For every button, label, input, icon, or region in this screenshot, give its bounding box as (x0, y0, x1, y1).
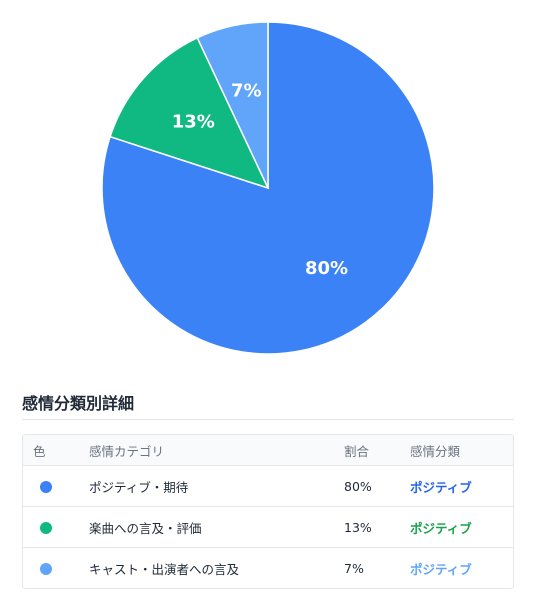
color-dot (40, 522, 52, 534)
header-ratio: 割合 (344, 435, 410, 466)
header-color: 色 (23, 435, 89, 466)
ratio-cell: 13% (344, 506, 410, 548)
color-dot (40, 481, 52, 493)
category-cell: 楽曲への言及・評価 (89, 506, 344, 548)
pie-slice-1 (109, 36, 270, 190)
pie-slice-label-2: 7% (231, 80, 262, 101)
category-cell: キャスト・出演者への言及 (89, 561, 240, 577)
sentiment-cell: ポジティブ (410, 561, 472, 577)
ratio-cell: 80% (344, 465, 410, 507)
header-category: 感情カテゴリ (89, 435, 344, 466)
sentiment-cell: ポジティブ (410, 465, 513, 507)
pie-slice-label-1: 13% (172, 112, 215, 133)
sentiment-pie-chart: 80% 13% 7% (101, 21, 435, 355)
ratio-cell: 7% (344, 560, 364, 576)
sentiment-cell: ポジティブ (410, 506, 513, 548)
table-row: ポジティブ・期待 80% ポジティブ (23, 465, 513, 507)
table-row: キャスト・出演者への言及 7% ポジティブ (23, 548, 513, 589)
table-row: 楽曲への言及・評価 13% ポジティブ (23, 506, 513, 548)
category-cell: ポジティブ・期待 (89, 465, 344, 507)
color-dot (40, 563, 52, 575)
pie-slice-label-0: 80% (305, 258, 348, 279)
details-section-title: 感情分類別詳細 (22, 394, 135, 413)
pie-slice-0 (101, 21, 435, 355)
title-divider (22, 419, 514, 420)
sentiment-table: 色 感情カテゴリ 割合 感情分類 ポジティブ・期待 80% ポジティブ 楽曲への… (22, 434, 514, 589)
table-header-row: 色 感情カテゴリ 割合 感情分類 (23, 435, 513, 466)
pie-slice-2 (196, 21, 269, 189)
header-sentiment: 感情分類 (410, 435, 513, 466)
